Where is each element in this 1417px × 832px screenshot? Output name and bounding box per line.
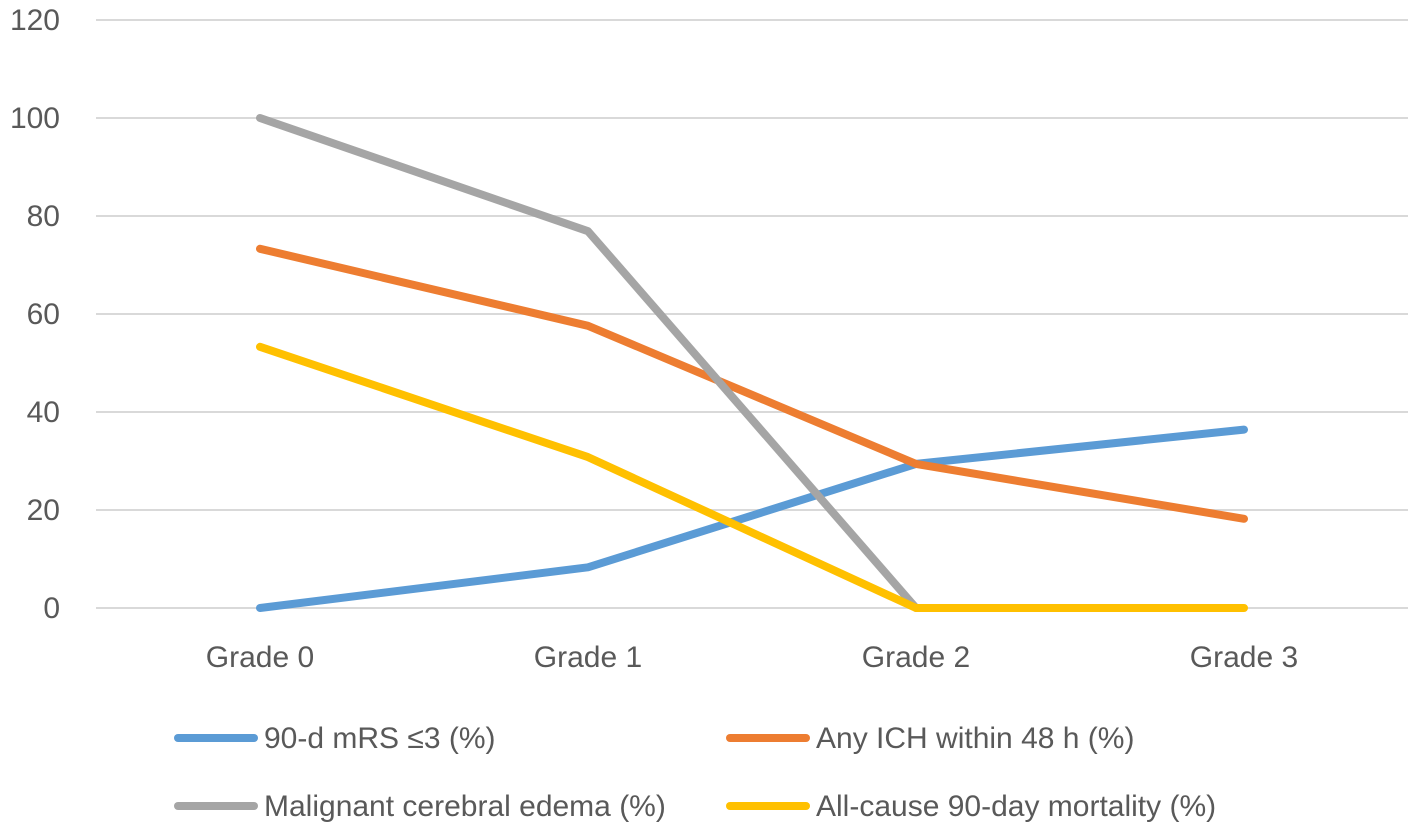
series-line-4 <box>256 342 1248 612</box>
x-tick-label: Grade 1 <box>534 641 642 674</box>
legend-label: Malignant cerebral edema (%) <box>264 790 666 823</box>
legend-label: Any ICH within 48 h (%) <box>816 722 1134 755</box>
grid-lines <box>96 19 1408 609</box>
y-tick-label: 120 <box>10 4 60 37</box>
x-axis-tick-labels: Grade 0 Grade 1 Grade 2 Grade 3 <box>206 641 1298 674</box>
legend-item: All-cause 90-day mortality (%) <box>726 790 1216 823</box>
legend-item: Malignant cerebral edema (%) <box>174 790 666 823</box>
y-tick-label: 20 <box>27 494 60 527</box>
x-tick-label: Grade 3 <box>1190 641 1298 674</box>
legend-label: All-cause 90-day mortality (%) <box>816 790 1216 823</box>
legend-label: 90-d mRS ≤3 (%) <box>264 722 496 755</box>
series-line-1 <box>256 425 1248 612</box>
y-tick-label: 60 <box>27 298 60 331</box>
y-tick-label: 0 <box>43 592 60 625</box>
legend-item: Any ICH within 48 h (%) <box>726 722 1134 755</box>
x-tick-label: Grade 2 <box>862 641 970 674</box>
legend-item: 90-d mRS ≤3 (%) <box>174 722 496 755</box>
x-tick-label: Grade 0 <box>206 641 314 674</box>
y-axis-tick-labels: 0 20 40 60 80 100 120 <box>10 4 60 625</box>
series-line-3 <box>256 114 920 612</box>
y-tick-label: 40 <box>27 396 60 429</box>
series-lines <box>256 114 1248 612</box>
legend: 90-d mRS ≤3 (%) Any ICH within 48 h (%) Ma… <box>174 722 1216 823</box>
y-tick-label: 80 <box>27 200 60 233</box>
y-tick-label: 100 <box>10 102 60 135</box>
series-line-2 <box>256 244 1248 523</box>
